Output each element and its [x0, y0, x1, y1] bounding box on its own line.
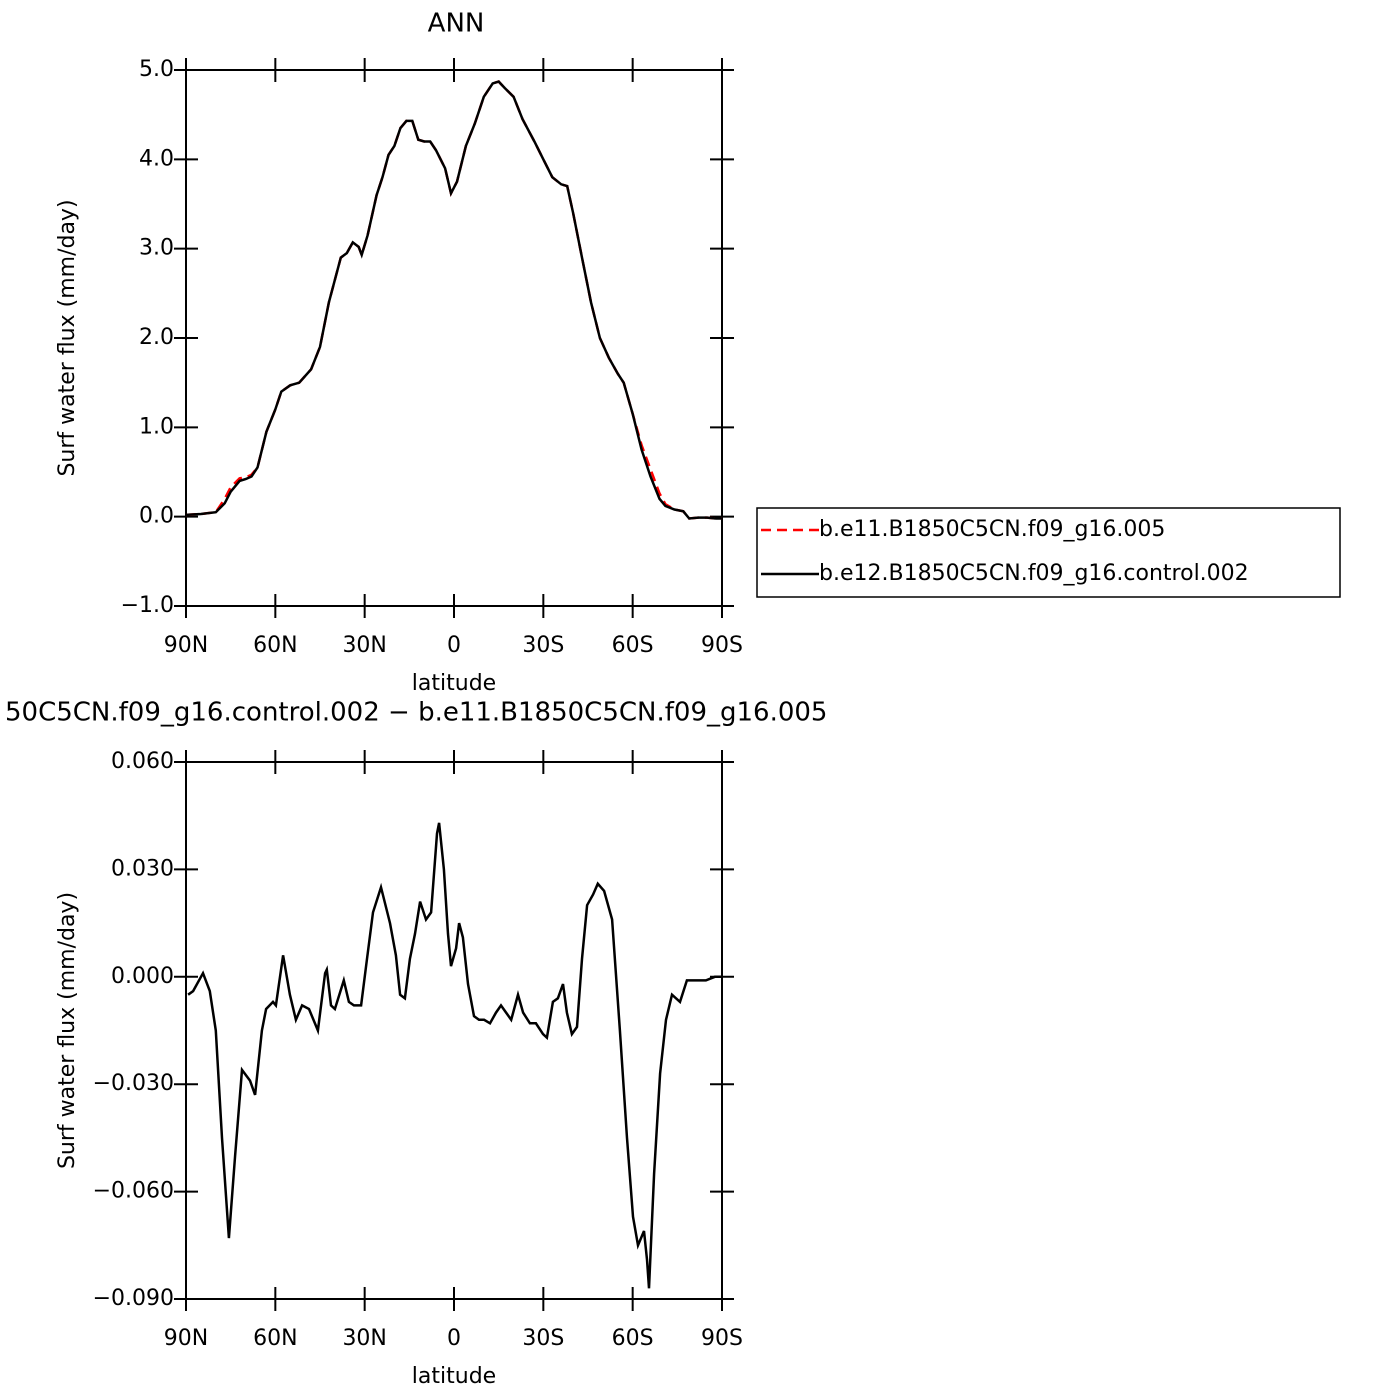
plot-frame [185, 69, 723, 607]
y-axis-label: Surf water flux (mm/day) [55, 892, 80, 1169]
y-tick-label: −1.0 [121, 593, 174, 618]
x-tick-label: 60S [612, 1326, 654, 1351]
legend-label: b.e12.B1850C5CN.f09_g16.control.002 [819, 561, 1249, 586]
x-tick-label: 30N [342, 1326, 386, 1351]
x-axis-label: latitude [412, 671, 496, 696]
x-tick-label: 60S [612, 633, 654, 658]
x-tick-label: 60N [253, 1326, 297, 1351]
x-tick-label: 90N [164, 1326, 208, 1351]
y-tick-label: −0.090 [93, 1286, 174, 1311]
x-tick-label: 90S [701, 1326, 743, 1351]
legend-label: b.e11.B1850C5CN.f09_g16.005 [819, 517, 1165, 542]
y-tick-label: 0.0 [139, 504, 174, 529]
y-tick-label: −0.060 [93, 1179, 174, 1204]
y-tick-label: −0.030 [93, 1071, 174, 1096]
legend-box [756, 507, 1341, 598]
y-tick-label: 1.0 [139, 414, 174, 439]
chart-title: ANN [428, 9, 485, 39]
x-axis-label: latitude [412, 1364, 496, 1389]
y-axis-label: Surf water flux (mm/day) [55, 199, 80, 476]
x-tick-label: 60N [253, 633, 297, 658]
data-line [187, 822, 722, 1289]
x-tick-label: 30S [522, 1326, 564, 1351]
y-tick-label: 5.0 [139, 57, 174, 82]
plot-frame [185, 761, 723, 1300]
y-tick-label: 2.0 [139, 325, 174, 350]
y-tick-label: 0.030 [111, 856, 174, 881]
x-tick-label: 90S [701, 633, 743, 658]
chart-title: 50C5CN.f09_g16.control.002 − b.e11.B1850… [5, 698, 827, 728]
x-tick-label: 0 [447, 1326, 461, 1351]
y-tick-label: 0.060 [111, 749, 174, 774]
x-tick-label: 0 [447, 633, 461, 658]
y-tick-label: 4.0 [139, 146, 174, 171]
y-tick-label: 0.000 [111, 964, 174, 989]
x-tick-label: 90N [164, 633, 208, 658]
x-tick-label: 30S [522, 633, 564, 658]
x-tick-label: 30N [342, 633, 386, 658]
data-line [185, 80, 722, 520]
y-tick-label: 3.0 [139, 236, 174, 261]
